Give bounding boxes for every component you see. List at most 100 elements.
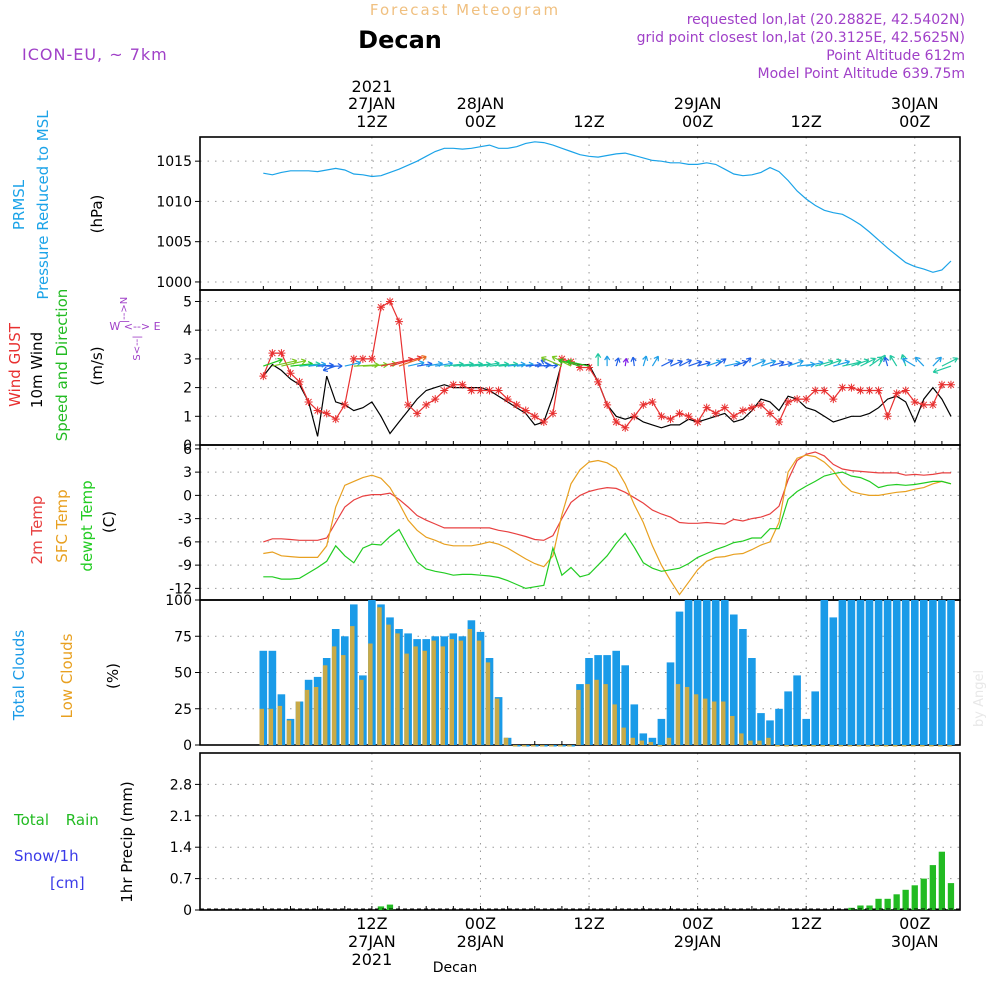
total-cloud-bar [847,600,856,745]
direction-arrow [724,360,741,367]
direction-arrow [688,359,703,367]
ytick-label: 3 [183,352,192,368]
direction-arrow [679,359,692,367]
total-cloud-bar [883,600,892,745]
precip-panel: 0 0.7 1.4 2.1 2.8 [170,752,961,919]
total-cloud-bar [920,600,928,745]
direction-arrow [851,358,870,367]
total-cloud-bar [874,600,883,745]
direction-arrow [417,361,433,368]
gust-marker [937,380,946,389]
low-cloud-bar [603,684,608,745]
total-cloud-bar [657,718,666,745]
precip-bar [884,898,891,910]
gust-marker [503,395,512,404]
wind-label-dir: Speed and Direction [53,289,71,442]
gust-marker [621,423,630,432]
top-date-label: 27JAN [348,94,396,113]
low-cloud-bar [793,745,798,747]
total-cloud-bar [711,600,720,745]
low-cloud-bar [702,698,708,745]
direction-arrow [398,355,427,367]
ytick-label: 6 [183,442,192,458]
gust-marker [666,415,675,424]
ytick-label: 1.4 [170,840,192,856]
direction-arrow [614,357,621,367]
bottom-hour-label: 12Z [791,914,822,933]
low-cloud-bar [449,639,454,745]
precip-bar [920,878,927,910]
bottom-hour-label: 00Z [465,914,496,933]
low-cloud-bar [521,745,527,747]
ytick-label: 50 [174,666,192,682]
watermark: by Angel [972,670,987,727]
low-cloud-bar [350,626,355,745]
direction-arrow [642,355,649,367]
pressure-unit: (hPa) [88,195,106,234]
low-cloud-bar [359,679,364,746]
low-cloud-bar [512,745,518,747]
gust-marker [865,386,874,395]
low-cloud-bar [639,740,644,745]
gust-marker [874,386,883,395]
low-cloud-bar [331,646,337,745]
low-cloud-bar [594,679,599,746]
gust-marker [910,397,919,406]
direction-arrow [860,357,876,367]
gust-marker [901,386,910,395]
gust-marker [367,354,376,363]
direction-arrow [281,358,307,367]
gust-marker [467,386,476,395]
gust-marker [892,389,901,398]
gust-marker [738,406,747,415]
direction-arrow [787,359,804,367]
ytick-label: 1015 [156,154,192,170]
total-cloud-bar [892,600,901,745]
gust-marker [747,403,756,412]
ytick-label: 0 [183,738,192,754]
ytick-label: -6 [178,535,192,551]
direction-arrow [622,357,629,367]
low-cloud-bar [675,684,681,745]
total-cloud-bar [730,614,738,745]
pressure-label-2: Pressure Reduced to MSL [34,110,52,300]
ytick-label: 1 [183,409,192,425]
low-cloud-bar [377,607,382,746]
low-cloud-bar [856,745,862,747]
ytick-label: 0 [183,903,192,919]
direction-arrow [941,357,959,367]
gust-marker [603,400,612,409]
direction-arrow [594,353,602,367]
low-cloud-bar [413,646,418,745]
low-cloud-bar [286,720,292,745]
low-cloud-bar [567,745,572,747]
wind-line [262,361,952,437]
top-date-label: 30JAN [891,94,939,113]
low-cloud-bar [268,708,274,746]
wind-panel: 0 1 2 3 4 5 [183,289,961,454]
direction-arrow [751,359,766,367]
temperature-panel: -12 -9 -6 -3 0 3 6 [169,442,961,601]
temp-label-sfc: SFC Temp [53,489,71,562]
requested-coords: requested lon,lat (20.2882E, 42.5402N) [687,12,965,28]
ytick-label: 4 [183,323,192,339]
low-cloud-bar [485,662,491,745]
bottom-date-label: 28JAN [457,932,505,951]
gust-marker [585,363,594,372]
top-year-label: 2021 [352,77,393,96]
bottom-date-label: 27JAN [348,932,396,951]
ytick-label: 5 [183,294,192,310]
gust-marker [530,412,539,421]
ytick-label: 0.7 [170,872,192,888]
gust-marker [440,386,449,395]
ytick-label: 0 [183,488,192,504]
ytick-label: 2.1 [170,809,192,825]
total-cloud-bar [639,733,648,745]
low-cloud-bar [503,737,509,746]
total-cloud-bar [648,737,657,746]
low-cloud-bar [901,745,907,747]
ytick-label: 3 [183,465,192,481]
gust-marker [775,418,784,427]
gust-marker [313,406,322,415]
gust-marker [295,377,304,386]
